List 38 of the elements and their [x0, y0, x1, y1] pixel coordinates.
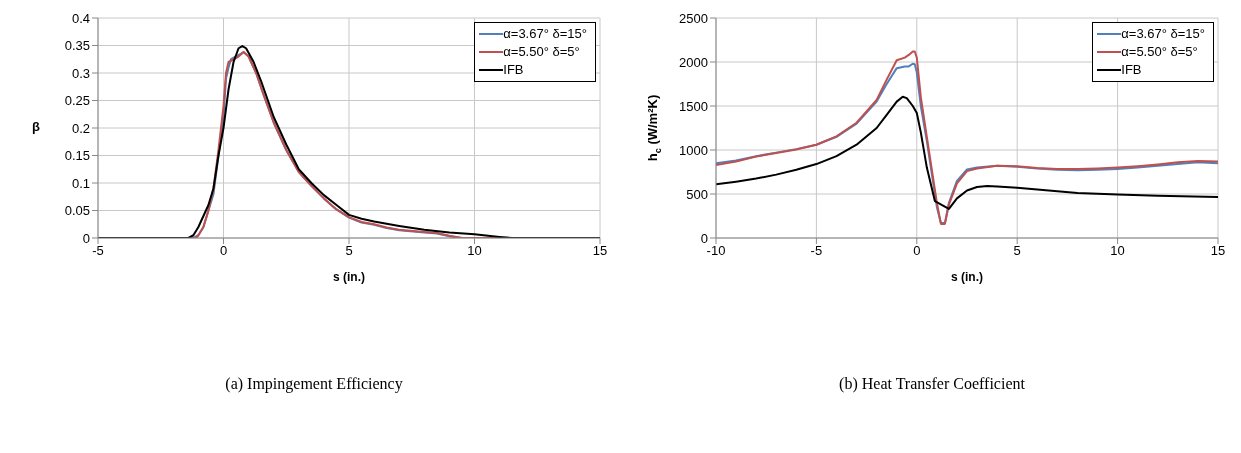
y-tick-label: 0.3 — [71, 65, 90, 81]
legend-label: α=5.50° δ=5° — [1121, 43, 1198, 61]
x-axis-title: s (in.) — [951, 270, 983, 284]
x-tick-label: 15 — [592, 243, 608, 259]
y-tick-label: 1500 — [679, 98, 708, 114]
x-tick-label: 0 — [219, 243, 228, 259]
y-tick-label: 0.1 — [71, 175, 90, 191]
x-axis-title: s (in.) — [333, 270, 365, 284]
y-tick-label: 2500 — [679, 10, 708, 26]
x-tick-label: 5 — [1013, 243, 1021, 259]
y-axis-title: β — [32, 119, 41, 135]
legend-label: α=3.67° δ=15° — [503, 25, 587, 43]
line-series — [716, 95, 1218, 210]
x-tick-label: 15 — [1210, 243, 1226, 259]
legend-label: α=5.50° δ=5° — [503, 43, 580, 61]
y-tick-label: 2000 — [679, 54, 708, 70]
y-tick-label: 0.15 — [64, 148, 90, 164]
x-tick-label: -10 — [706, 243, 726, 259]
x-tick-label: -5 — [92, 243, 104, 259]
x-tick-label: 10 — [1110, 243, 1125, 259]
y-tick-label: 0.4 — [71, 10, 90, 26]
y-tick-label: 0.2 — [71, 120, 90, 136]
y-tick-label: 0 — [82, 230, 90, 246]
x-tick-label: 5 — [345, 243, 353, 259]
legend-label: α=3.67° δ=15° — [1121, 25, 1205, 43]
x-tick-label: -5 — [810, 243, 823, 259]
text: (a) Impingement Efficiency — [224, 375, 404, 393]
y-tick-label: 500 — [686, 186, 708, 202]
y-tick-label: 0 — [700, 230, 708, 246]
y-tick-label: 0.35 — [64, 38, 90, 54]
text: (b) Heat Transfer Coefficient — [838, 375, 1026, 393]
x-tick-label: 0 — [913, 243, 921, 259]
x-tick-label: 10 — [467, 243, 482, 259]
y-tick-label: 1000 — [679, 142, 708, 158]
y-tick-label: 0.05 — [64, 203, 90, 219]
y-tick-label: 0.25 — [64, 93, 90, 109]
legend-label: IFB — [503, 61, 524, 79]
legend-label: IFB — [1121, 61, 1142, 79]
